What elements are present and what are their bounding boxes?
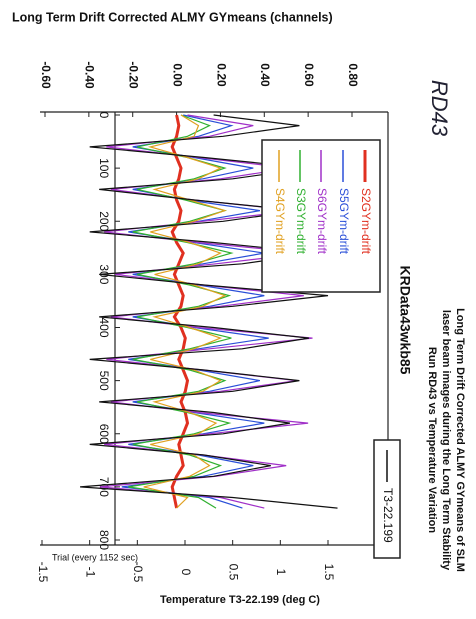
legend-label: S2GYm-drift	[359, 188, 373, 255]
y-tick-label: 0.00	[170, 63, 184, 87]
handwritten-label: RD43	[427, 80, 452, 137]
series-line	[143, 114, 227, 509]
x-tick-label: 200	[97, 211, 111, 231]
series-line	[80, 114, 338, 509]
y-tick-label: -0.60	[39, 61, 53, 89]
y2-tick-label: 0	[179, 569, 193, 576]
legend-label: T3-22.199	[381, 488, 395, 543]
legend-label: S4GYm-drift	[273, 188, 287, 255]
chart-title: Long Term Drift Corrected ALMY GYmeans (…	[12, 10, 333, 24]
x-tick-label: 600	[97, 424, 111, 444]
x-tick-label: 400	[97, 317, 111, 337]
x-tick-label: 100	[97, 158, 111, 178]
dataset-label: KRData43wkb85	[397, 266, 413, 375]
y2-tick-label: -0.5	[131, 562, 145, 583]
legend-label: S6GYm-drift	[315, 188, 329, 255]
y2-tick-label: 1.5	[322, 564, 336, 581]
x-tick-label: 0	[97, 112, 111, 119]
x-tick-label: 800	[97, 530, 111, 550]
y2-tick-label: -1.5	[36, 562, 50, 583]
y2-tick-label: 1	[274, 569, 288, 576]
y-tick-label: 0.20	[214, 63, 228, 87]
legend-label: S5GYm-drift	[337, 188, 351, 255]
y-tick-label: 0.60	[302, 63, 316, 87]
legend-label: S3GYm-drift	[294, 188, 308, 255]
annotation: laser beam images during the Long Term S…	[440, 310, 452, 571]
y2-axis-label: Temperature T3-22.199 (deg C)	[160, 594, 320, 606]
annotation: Run RD43 vs Temperature Variation	[426, 347, 438, 534]
y-tick-label: 0.40	[258, 63, 272, 87]
x-tick-label: 500	[97, 371, 111, 391]
y-tick-label: -0.40	[83, 61, 97, 89]
x-axis-label: Trial (every 1152 sec)	[52, 552, 138, 562]
y2-tick-label: 0.5	[226, 564, 240, 581]
annotation: Long Term Drift Corrected ALMY GYmeans o…	[454, 308, 466, 572]
y2-tick-label: -1	[83, 567, 97, 578]
y-tick-label: -0.20	[127, 61, 141, 89]
y-tick-label: 0.80	[346, 63, 360, 87]
